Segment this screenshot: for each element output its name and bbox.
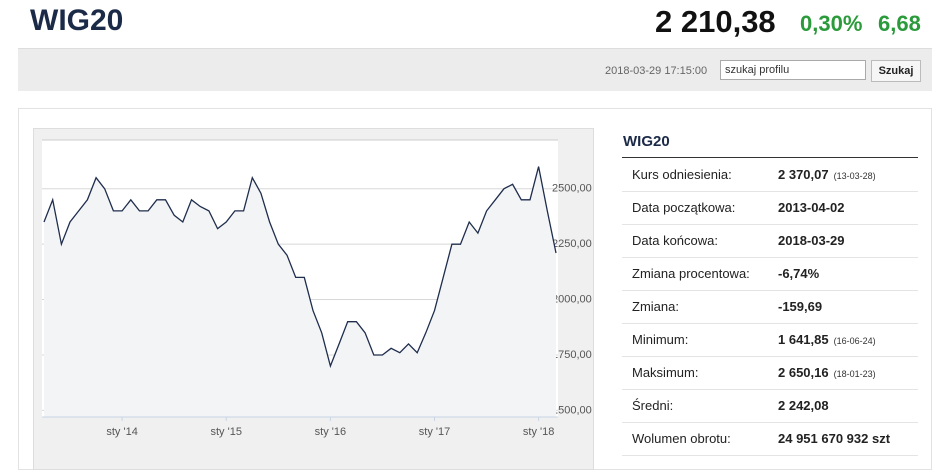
stat-value: -6,74% (778, 266, 819, 281)
stat-value-text: -6,74% (778, 266, 820, 281)
stat-value-text: 1 641,85 (778, 332, 829, 347)
x-tick-label: sty '16 (315, 426, 346, 438)
stat-value: 1 641,85 (16-06-24) (778, 332, 876, 347)
stat-value: 2 370,07 (13-03-28) (778, 167, 876, 182)
stat-label: Wolumen obrotu: (632, 431, 731, 446)
area (44, 166, 556, 417)
stat-value-text: -159,69 (778, 299, 823, 314)
divider (622, 157, 918, 158)
y-tick-label: 2000,00 (552, 293, 592, 305)
y-tick-label: 2500,00 (552, 183, 592, 195)
stat-label: Kurs odniesienia: (632, 167, 732, 182)
stat-value: 24 951 670 932 szt (778, 431, 890, 446)
stat-value-text: 2 242,08 (778, 398, 829, 413)
stats-row: Data końcowa: 2018-03-29 (622, 224, 918, 258)
stat-value: 2013-04-02 (778, 200, 845, 215)
stat-label: Data początkowa: (632, 200, 736, 215)
x-tick-label: sty '14 (106, 426, 137, 438)
stat-date: (18-01-23) (833, 369, 876, 379)
stat-value: -159,69 (778, 299, 822, 314)
stat-value: 2 650,16 (18-01-23) (778, 365, 876, 380)
x-tick-label: sty '18 (523, 426, 554, 438)
stat-date: (13-03-28) (833, 171, 876, 181)
change-percent: 0,30% (800, 11, 863, 36)
search-input[interactable]: szukaj profilu (720, 60, 866, 80)
stat-label: Zmiana: (632, 299, 679, 314)
stats-row: Wolumen obrotu: 24 951 670 932 szt (622, 422, 918, 456)
stat-value-text: 2 370,07 (778, 167, 829, 182)
chart: 1500,00 1750,00 2000,00 2250,00 2500,00 sty '… (42, 139, 592, 438)
stats-row: Kurs odniesienia: 2 370,07 (13-03-28) (622, 158, 918, 192)
y-tick-label: 2250,00 (552, 238, 592, 250)
stats-row: Maksimum: 2 650,16 (18-01-23) (622, 356, 918, 390)
change: 6,68 (878, 11, 921, 36)
stat-value-text: 2 650,16 (778, 365, 829, 380)
index-title: WIG20 (30, 4, 124, 37)
stat-label: Zmiana procentowa: (632, 266, 750, 281)
stat-value: 2018-03-29 (778, 233, 845, 248)
page: WIG20 2 210,38 0,30% 6,68 2018-03-29 17:… (18, 4, 932, 470)
line (43, 166, 557, 369)
search-button[interactable]: Szukaj (871, 60, 921, 82)
stat-label: Minimum: (632, 332, 689, 347)
stats-title: WIG20 (623, 133, 670, 150)
stat-date: (16-06-24) (833, 336, 876, 346)
stat-label: Średni: (632, 398, 674, 413)
timestamp: 2018-03-29 17:15:00 (605, 65, 708, 77)
x-tick-label: sty '15 (211, 426, 242, 438)
y-tick-label: 1500,00 (552, 404, 592, 416)
stat-value-text: 2018-03-29 (778, 233, 845, 248)
stat-value-text: 2013-04-02 (778, 200, 845, 215)
stat-value-text: 24 951 670 932 szt (778, 431, 891, 446)
stats-row: Data początkowa: 2013-04-02 (622, 191, 918, 225)
stats-row: Zmiana procentowa: -6,74% (622, 257, 918, 291)
stat-label: Data końcowa: (632, 233, 718, 248)
stats-row: Minimum: 1 641,85 (16-06-24) (622, 323, 918, 357)
price: 2 210,38 (655, 4, 776, 39)
y-tick-label: 1750,00 (552, 349, 592, 361)
stat-value: 2 242,08 (778, 398, 829, 413)
stats-row: Średni: 2 242,08 (622, 389, 918, 423)
stats-row: Zmiana: -159,69 (622, 290, 918, 324)
x-tick-label: sty '17 (419, 426, 450, 438)
stat-label: Maksimum: (632, 365, 699, 380)
